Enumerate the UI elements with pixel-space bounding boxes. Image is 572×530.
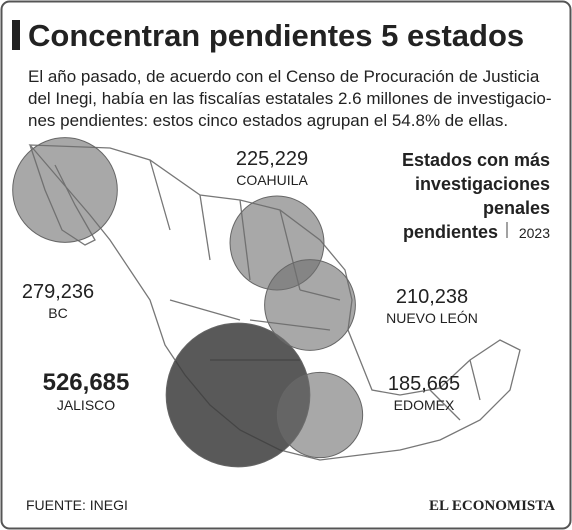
brand: EL ECONOMISTA	[429, 498, 555, 514]
intro-line: El año pasado, de acuerdo con el Censo d…	[28, 67, 540, 86]
state-bubble	[264, 259, 356, 351]
state-name: COAHUILA	[236, 172, 308, 188]
source: FUENTE: INEGI	[26, 497, 128, 513]
state-name: BC	[48, 305, 67, 321]
legend-heading: Estados con más	[402, 150, 550, 170]
title-accent	[12, 20, 20, 50]
state-value: 279,236	[22, 281, 94, 303]
intro-line: del Inegi, había en las fiscalías estata…	[28, 89, 552, 108]
legend-heading: pendientes	[403, 222, 498, 242]
state-name: EDOMEX	[394, 397, 455, 413]
state-value: 210,238	[396, 286, 468, 308]
state-name: NUEVO LEÓN	[386, 310, 478, 326]
state-bubble	[276, 371, 364, 459]
title: Concentran pendientes 5 estados	[28, 18, 524, 53]
legend-heading: penales	[483, 198, 550, 218]
state-name: JALISCO	[57, 397, 115, 413]
state-value: 225,229	[236, 148, 308, 170]
state-value: 526,685	[43, 369, 130, 396]
intro-line: nes pendientes: estos cinco estados agru…	[28, 111, 508, 130]
legend-year: 2023	[519, 225, 550, 241]
legend-heading: investigaciones	[415, 174, 550, 194]
state-bubble	[12, 137, 118, 243]
state-value: 185,665	[388, 373, 460, 395]
